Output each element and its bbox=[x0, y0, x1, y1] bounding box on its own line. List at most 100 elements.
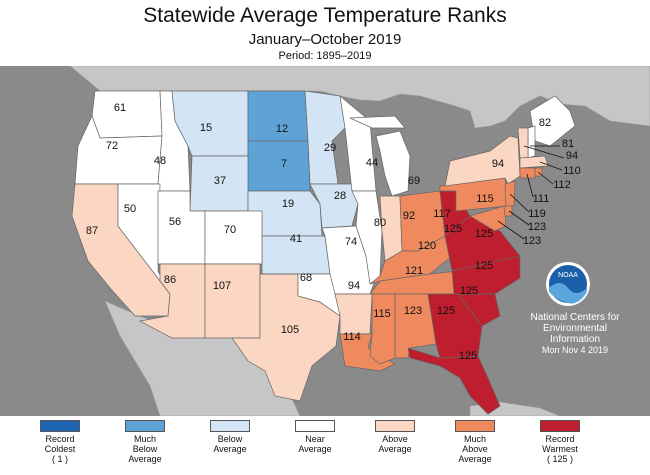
rank-label-il: 80 bbox=[374, 217, 386, 229]
rank-label-nd: 12 bbox=[276, 123, 288, 135]
rank-label-nh: 81 bbox=[562, 138, 574, 150]
rank-label-nv: 50 bbox=[124, 203, 136, 215]
noaa-logo: NOAA bbox=[546, 262, 590, 306]
legend-swatch bbox=[455, 420, 495, 432]
rank-label-mi: 69 bbox=[408, 175, 420, 187]
rank-label-sd: 7 bbox=[281, 158, 287, 170]
rank-label-tx: 105 bbox=[281, 324, 299, 336]
rank-label-ca: 87 bbox=[86, 225, 98, 237]
rank-label-vt: 94 bbox=[566, 150, 578, 162]
state-ms bbox=[369, 293, 396, 365]
leader-line-ma bbox=[539, 161, 563, 171]
rank-labels-layer: 61 72 48 15 12 7 37 29 19 28 41 87 50 56 70 86 107 105 68 7… bbox=[86, 102, 581, 362]
legend-item-much-above: Much Above Average bbox=[440, 420, 510, 464]
rank-label-wi: 44 bbox=[366, 157, 378, 169]
rank-label-ia: 28 bbox=[334, 190, 346, 202]
state-md bbox=[469, 205, 507, 232]
state-nh bbox=[527, 125, 536, 159]
legend-item-below: Below Average bbox=[195, 420, 265, 454]
legend: Record Coldest ( 1 ) Much Below Average Be… bbox=[0, 420, 650, 475]
rank-label-or: 72 bbox=[106, 140, 118, 152]
map-period: Period: 1895–2019 bbox=[278, 50, 372, 62]
noaa-logo-text: NOAA bbox=[558, 272, 578, 279]
state-nm bbox=[204, 263, 261, 339]
legend-label: Much Above Average bbox=[458, 434, 492, 464]
legend-swatch bbox=[295, 420, 335, 432]
rank-label-mo: 74 bbox=[345, 236, 357, 248]
leader-line-ct bbox=[526, 173, 534, 198]
legend-label: Record Coldest ( 1 ) bbox=[44, 434, 76, 464]
rank-label-wa: 61 bbox=[114, 102, 126, 114]
rank-label-ks: 41 bbox=[290, 233, 302, 245]
rank-label-sc: 125 bbox=[460, 285, 478, 297]
rank-label-id: 48 bbox=[154, 155, 166, 167]
state-ar bbox=[334, 293, 373, 335]
rank-label-pa: 115 bbox=[476, 193, 494, 205]
rank-label-ri: 112 bbox=[553, 179, 571, 191]
rank-label-nm: 107 bbox=[213, 280, 231, 292]
rank-label-me: 82 bbox=[539, 117, 551, 129]
canada-landmass bbox=[69, 66, 650, 129]
noaa-line-1: National Centers for bbox=[530, 312, 620, 323]
us-temperature-rank-map: 61 72 48 15 12 7 37 29 19 28 41 87 50 56 70 86 107 105 68 7… bbox=[0, 66, 650, 416]
rank-label-md: 123 bbox=[523, 235, 541, 247]
rank-label-oh: 117 bbox=[433, 208, 451, 220]
rank-label-ny: 94 bbox=[492, 158, 504, 170]
state-mi bbox=[349, 115, 411, 197]
rank-label-ms: 115 bbox=[373, 308, 391, 320]
legend-swatch bbox=[40, 420, 80, 432]
state-wa bbox=[91, 90, 163, 139]
legend-label: Below Average bbox=[213, 434, 247, 454]
state-sd bbox=[247, 140, 311, 192]
legend-item-much-below: Much Below Average bbox=[110, 420, 180, 464]
state-fl bbox=[407, 347, 501, 415]
leader-line-nj bbox=[509, 193, 530, 213]
legend-label: Near Average bbox=[298, 434, 332, 454]
legend-label: Record Warmest ( 125 ) bbox=[542, 434, 578, 464]
rank-label-ky: 120 bbox=[418, 240, 436, 252]
leader-line-de bbox=[508, 210, 530, 226]
rank-label-mn: 29 bbox=[324, 142, 336, 154]
legend-item-record-coldest: Record Coldest ( 1 ) bbox=[25, 420, 95, 464]
leader-line-ri bbox=[537, 171, 554, 185]
rank-label-ct: 111 bbox=[533, 193, 550, 205]
state-nj bbox=[504, 180, 516, 207]
state-ny bbox=[444, 135, 521, 187]
leader-line-vt bbox=[523, 145, 565, 159]
rank-label-in: 92 bbox=[403, 210, 415, 222]
rank-label-fl: 125 bbox=[459, 350, 477, 362]
legend-label: Above Average bbox=[378, 434, 412, 454]
state-vt bbox=[517, 127, 529, 159]
map-subtitle: January–October 2019 bbox=[248, 31, 402, 48]
legend-swatch bbox=[540, 420, 580, 432]
rank-label-tn: 121 bbox=[405, 265, 423, 277]
noaa-attribution: National Centers for Environmental Infor… bbox=[515, 312, 635, 356]
rank-label-la: 114 bbox=[343, 331, 361, 343]
rank-label-ut: 56 bbox=[169, 216, 181, 228]
legend-label: Much Below Average bbox=[128, 434, 162, 464]
rank-label-nc: 125 bbox=[475, 260, 493, 272]
states-layer bbox=[71, 90, 576, 415]
state-ma bbox=[519, 155, 549, 169]
state-co bbox=[204, 210, 263, 265]
rank-label-nj: 119 bbox=[528, 208, 546, 220]
legend-swatch bbox=[210, 420, 250, 432]
map-title: Statewide Average Temperature Ranks bbox=[143, 4, 507, 27]
noaa-date: Mon Nov 4 2019 bbox=[541, 345, 609, 355]
rank-label-ar: 94 bbox=[348, 280, 360, 292]
noaa-line-2: Environmental bbox=[543, 323, 607, 334]
legend-swatch bbox=[375, 420, 415, 432]
leader-lines-layer bbox=[497, 145, 565, 240]
rank-label-ga: 125 bbox=[437, 305, 455, 317]
legend-item-record-warmest: Record Warmest ( 125 ) bbox=[525, 420, 595, 464]
rank-label-wy: 37 bbox=[214, 175, 226, 187]
legend-item-above: Above Average bbox=[360, 420, 430, 454]
state-ct bbox=[519, 167, 536, 179]
rank-label-wv: 125 bbox=[444, 223, 462, 235]
leader-line-md bbox=[497, 220, 525, 240]
rank-label-co: 70 bbox=[224, 224, 236, 236]
rank-label-az: 86 bbox=[164, 274, 176, 286]
rank-label-va: 125 bbox=[475, 228, 493, 240]
rank-label-de: 123 bbox=[528, 221, 546, 233]
legend-swatch bbox=[125, 420, 165, 432]
